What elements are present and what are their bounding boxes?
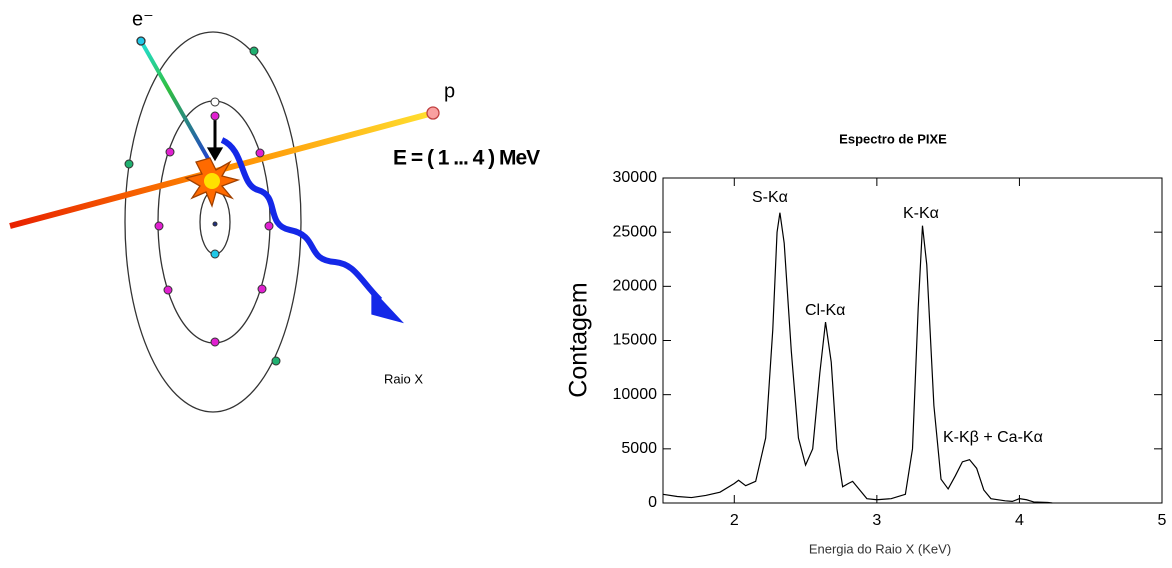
- electron-dot: [257, 284, 267, 294]
- proton-label: p: [444, 80, 455, 102]
- vacancy: [210, 97, 220, 107]
- nucleus: [212, 221, 218, 227]
- x-axis-label: Energia do Raio X (KeV): [809, 541, 951, 556]
- x-tick-label: 5: [1158, 512, 1167, 529]
- peak-label: K-Kβ + Ca-Kα: [943, 429, 1043, 446]
- y-tick-label: 20000: [613, 278, 658, 295]
- atom-diagram: [9, 31, 440, 413]
- electron-dot: [165, 147, 175, 157]
- xray-wave: [220, 137, 383, 303]
- plot-frame: [662, 177, 1163, 504]
- peak-label: K-Kα: [903, 205, 939, 222]
- electron-dot: [124, 159, 134, 169]
- chart: Espectro de PIXE Energia do Raio X (KeV) C…: [565, 131, 1167, 556]
- outer-shell: [124, 31, 302, 413]
- y-tick-label: 10000: [613, 386, 658, 403]
- electron-label: e⁻: [132, 8, 154, 30]
- y-tick-label: 5000: [621, 440, 657, 457]
- y-tick-label: 25000: [613, 223, 658, 240]
- collision-core: [204, 173, 220, 189]
- y-tick-label: 30000: [613, 169, 658, 186]
- electron-dot: [210, 111, 220, 121]
- electron-dot: [271, 356, 281, 366]
- chart-title: Espectro de PIXE: [839, 131, 947, 146]
- electron-dot: [154, 221, 164, 231]
- electron-dot: [249, 46, 259, 56]
- down-arrowhead: [206, 147, 224, 162]
- electron-dot: [210, 249, 220, 259]
- shell-electrons: [124, 46, 281, 366]
- x-tick-label: 2: [730, 512, 739, 529]
- electron-dot: [264, 221, 274, 231]
- spectrum-line: [662, 212, 1053, 504]
- peak-label: Cl-Kα: [805, 302, 845, 319]
- xray-label: Raio X: [384, 371, 423, 386]
- electron-dot: [163, 285, 173, 295]
- electron: [136, 36, 146, 46]
- y-tick-label: 15000: [613, 332, 658, 349]
- peak-label: S-Kα: [752, 189, 788, 206]
- electron-dot: [210, 337, 220, 347]
- x-tick-label: 3: [872, 512, 881, 529]
- energy-label: E = ( 1 ... 4 ) MeV: [393, 147, 540, 170]
- x-tick-label: 4: [1015, 512, 1024, 529]
- electron-dot: [255, 148, 265, 158]
- y-tick-label: 0: [648, 494, 657, 511]
- y-axis-label: Contagem: [565, 282, 593, 397]
- proton: [426, 106, 440, 120]
- electron-path: [139, 40, 212, 163]
- xray-arrowhead: [371, 288, 405, 324]
